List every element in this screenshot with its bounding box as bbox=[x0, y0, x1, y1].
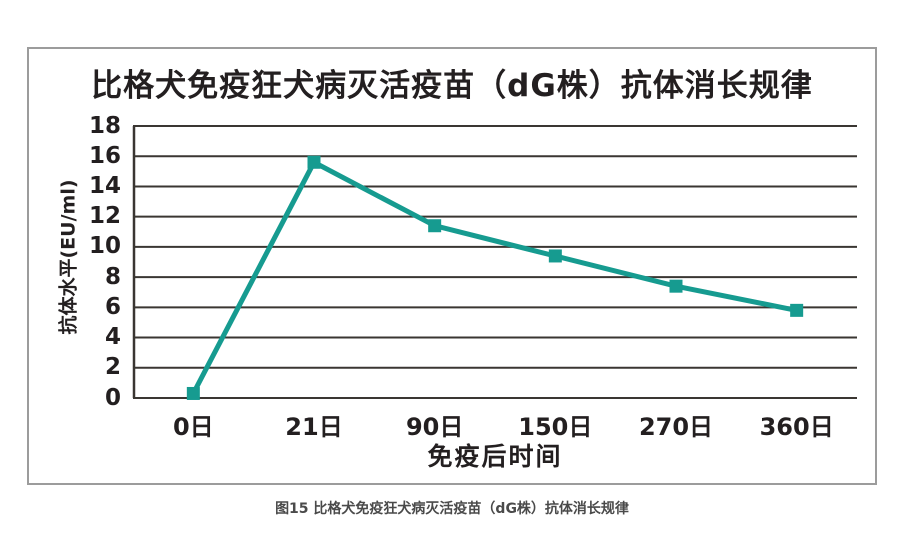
data-point-marker bbox=[307, 155, 321, 169]
figure-caption: 图15 比格犬免疫狂犬病灭活疫苗（dG株）抗体消长规律 bbox=[275, 501, 629, 517]
y-tick-label: 10 bbox=[88, 233, 121, 260]
x-tick-label: 21日 bbox=[285, 413, 343, 441]
y-tick-label: 16 bbox=[88, 142, 121, 169]
y-tick-label: 4 bbox=[104, 324, 121, 351]
y-tick-label: 14 bbox=[88, 172, 121, 199]
x-tick-label: 270日 bbox=[638, 413, 714, 441]
y-tick-label: 8 bbox=[104, 263, 121, 290]
data-point-marker bbox=[186, 386, 200, 400]
x-tick-label: 360日 bbox=[759, 413, 834, 441]
x-tick-label: 90日 bbox=[405, 413, 464, 441]
data-point-marker bbox=[790, 303, 804, 317]
chart-plot bbox=[132, 125, 857, 400]
series-line bbox=[191, 158, 798, 395]
x-axis-title: 免疫后时间 bbox=[427, 442, 563, 471]
chart-title: 比格犬免疫狂犬病灭活疫苗（dG株）抗体消长规律 bbox=[91, 68, 813, 104]
y-tick-label: 18 bbox=[88, 112, 121, 139]
y-tick-label: 0 bbox=[104, 384, 121, 411]
data-point-marker bbox=[669, 279, 683, 293]
data-point-marker bbox=[428, 219, 442, 233]
y-tick-label: 2 bbox=[104, 354, 121, 381]
y-tick-label: 6 bbox=[104, 293, 121, 320]
y-tick-label: 12 bbox=[88, 203, 121, 230]
x-tick-label: 150日 bbox=[518, 413, 593, 441]
x-tick-label: 0日 bbox=[172, 413, 214, 441]
data-point-marker bbox=[548, 249, 562, 263]
